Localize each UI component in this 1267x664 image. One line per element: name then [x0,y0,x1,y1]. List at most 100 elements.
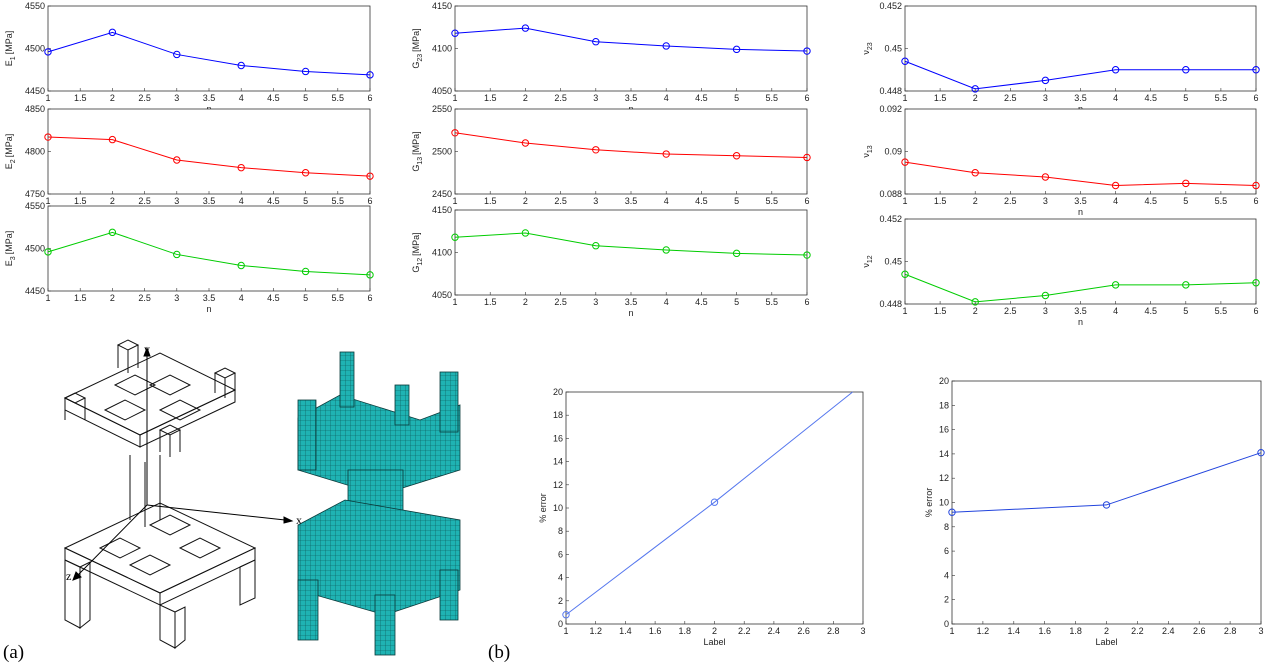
y-axis-label-sub: 13 [417,157,424,165]
x-tick-label: 2.5 [554,297,567,307]
chart-err1: 1 1.2 1.4 1.6 1.8 2 2.2 2.4 2.6 2.8 3 0 2 4 6 8 10 12 14 16… [538,387,866,647]
x-tick-label: 2 [973,93,978,103]
data-point [1111,181,1120,190]
x-tick-label: 6 [367,93,372,103]
x-tick-label: 6 [1253,93,1258,103]
data-point [971,169,979,177]
x-tick-label: 2.2 [1131,626,1144,636]
data-point [44,48,52,56]
y-axis-label-main: ν [861,153,871,158]
y-axis-label-main: E [4,260,14,266]
x-tick-label: 4 [239,196,244,206]
data-point [173,156,181,164]
y-axis-label-sub: 3 [10,256,17,260]
x-tick-label: 5 [1183,93,1188,103]
y-tick-label: 0.45 [884,44,902,54]
x-tick-label: 3.5 [1074,196,1087,206]
data-point [1252,66,1260,74]
x-tick-label: 2 [523,196,528,206]
series-line [904,161,1257,187]
x-tick-label: 1 [902,196,907,206]
x-tick-label: 1.5 [74,196,87,206]
y-tick-label: 0.092 [879,104,902,114]
y-tick-label: 4150 [432,1,452,11]
x-tick-label: 4.5 [695,297,708,307]
axis-label-z: z [66,569,71,583]
y-tick-label: 2550 [432,104,452,114]
y-tick-label: 4100 [432,248,452,258]
x-tick-label: 1.8 [679,626,692,636]
series-line [904,60,1256,90]
x-tick-label: 4.5 [1144,196,1157,206]
x-tick-label: 1.4 [1008,626,1021,636]
x-tick-label: 2.5 [1004,93,1017,103]
y-axis-label-main: E [4,60,14,66]
y-tick-label: 20 [939,376,949,386]
chart-G23: 11.522.533.544.555.56405041004150nG23[MP… [411,1,811,114]
series-line [454,132,808,158]
x-tick-label: 3.5 [1074,93,1087,103]
x-tick-label: 3 [174,93,179,103]
data-point [237,61,245,70]
x-tick-label: 2.5 [138,93,151,103]
y-tick-label: 4050 [432,290,452,300]
x-tick-label: 5 [1183,306,1188,316]
plot-area [47,5,371,92]
data-point [662,42,670,50]
data-point [592,242,600,250]
x-tick-label: 5.5 [766,93,779,103]
x-tick-label: 4.5 [695,93,708,103]
x-tick-label: 6 [1253,196,1258,206]
coordinate-axes [72,346,294,581]
x-tick-label: 5.5 [332,293,345,303]
y-axis-label: ν13 [861,145,874,157]
x-tick-label: 3.5 [1074,306,1087,316]
x-tick-label: 4 [239,93,244,103]
plot-area [47,205,371,292]
y-tick-label: 4500 [25,244,45,254]
x-tick-label: 4 [664,297,669,307]
plot-area [904,218,1257,305]
x-tick-label: 4.5 [1144,93,1157,103]
x-tick-label: 5.5 [1215,196,1228,206]
y-axis-label: E3[MPa] [4,231,17,266]
x-tick-label: 2.5 [554,196,567,206]
y-tick-label: 2500 [432,147,452,157]
x-tick-label: 4 [664,196,669,206]
x-tick-label: 4 [1113,306,1118,316]
y-tick-label: 4800 [25,147,45,157]
y-axis-label-sub: 23 [867,42,874,50]
x-tick-label: 1.5 [934,196,947,206]
data-point [108,135,117,144]
x-tick-label: 1 [452,93,457,103]
x-tick-label: 4.5 [267,196,280,206]
x-tick-label: 3 [174,196,179,206]
y-axis-label-sub: 12 [417,258,424,266]
x-tick-label: 1 [45,293,50,303]
y-tick-label: 4100 [432,44,452,54]
plot-area [904,5,1257,92]
x-tick-label: 6 [1253,306,1258,316]
data-point [1182,281,1190,289]
x-tick-label: 2.2 [738,626,751,636]
data-point [173,50,181,59]
data-point [366,271,374,279]
x-tick-label: 4.5 [267,93,280,103]
x-tick-label: 5.5 [332,196,345,206]
data-point [901,270,909,278]
y-axis-label-main: G [411,165,421,172]
chart-G12: 1 1.5 2 2.5 3 3.5 4 4.5 5 5.5 6 4050 4100 4150 n G12 [MP… [411,205,811,318]
y-tick-label: 0.088 [879,189,902,199]
y-tick-label: 4150 [432,205,452,215]
y-tick-label: 4050 [432,86,452,96]
plot-area [454,5,808,92]
data-point [1252,279,1260,287]
y-tick-label: 8 [944,522,949,532]
data-point [1041,76,1050,85]
y-tick-label: 0.448 [879,299,902,309]
series-line [47,31,371,76]
x-tick-label: 3 [174,293,179,303]
data-point [803,47,811,55]
y-axis-label: G12 [MPa] [411,232,424,272]
x-tick-label: 1.6 [649,626,662,636]
